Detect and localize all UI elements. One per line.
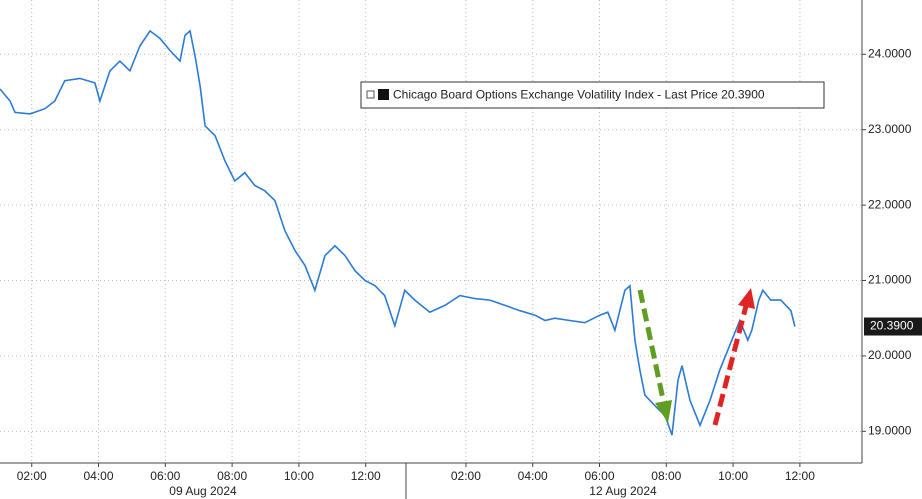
legend-toggle[interactable] [366,90,375,99]
last-price-label: 20.3900 [870,319,914,333]
y-tick-label: 21.0000 [868,273,912,287]
y-tick-label: 22.0000 [868,197,912,211]
x-tick-label: 10:00 [718,469,748,483]
x-tick-label: 08:00 [651,469,681,483]
arrows [637,288,755,426]
legend: Chicago Board Options Exchange Volatilit… [360,81,825,109]
up-arrow-head [738,288,755,309]
x-tick-label: 02:00 [17,469,47,483]
up-arrow [712,305,749,426]
legend-swatch [378,89,389,100]
date-label: 12 Aug 2024 [589,484,657,498]
x-tick-label: 12:00 [351,469,381,483]
down-arrow-head [655,400,672,423]
x-tick-label: 08:00 [217,469,247,483]
x-tick-label: 06:00 [150,469,180,483]
ticks: 19.0000 20.0000 21.0000 22.0000 23.0000 24.00… [0,29,922,483]
price-line [0,29,796,436]
y-tick-label: 20.0000 [868,348,912,362]
x-tick-label: 12:00 [785,469,815,483]
x-tick-label: 02:00 [451,469,481,483]
last-price-box [864,317,922,336]
date-label: 09 Aug 2024 [169,484,237,498]
legend-box [360,81,825,109]
legend-label: Chicago Board Options Exchange Volatilit… [393,88,765,102]
down-arrow [637,289,667,405]
y-tick-label: 24.0000 [868,46,912,60]
x-tick-label: 04:00 [518,469,548,483]
x-tick-label: 06:00 [584,469,614,483]
y-tick-label: 23.0000 [868,122,912,136]
y-tick-label: 19.0000 [868,424,912,438]
x-tick-label: 10:00 [284,469,314,483]
x-tick-label: 04:00 [84,469,114,483]
